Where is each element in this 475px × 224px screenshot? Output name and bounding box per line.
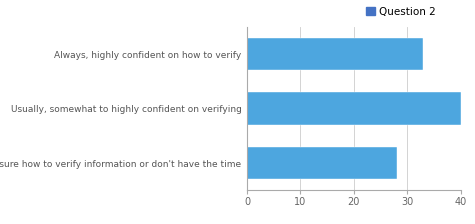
Bar (247, 147, 397, 179)
Bar (247, 92, 461, 125)
Legend: Question 2: Question 2 (362, 3, 440, 21)
Bar (247, 38, 423, 71)
